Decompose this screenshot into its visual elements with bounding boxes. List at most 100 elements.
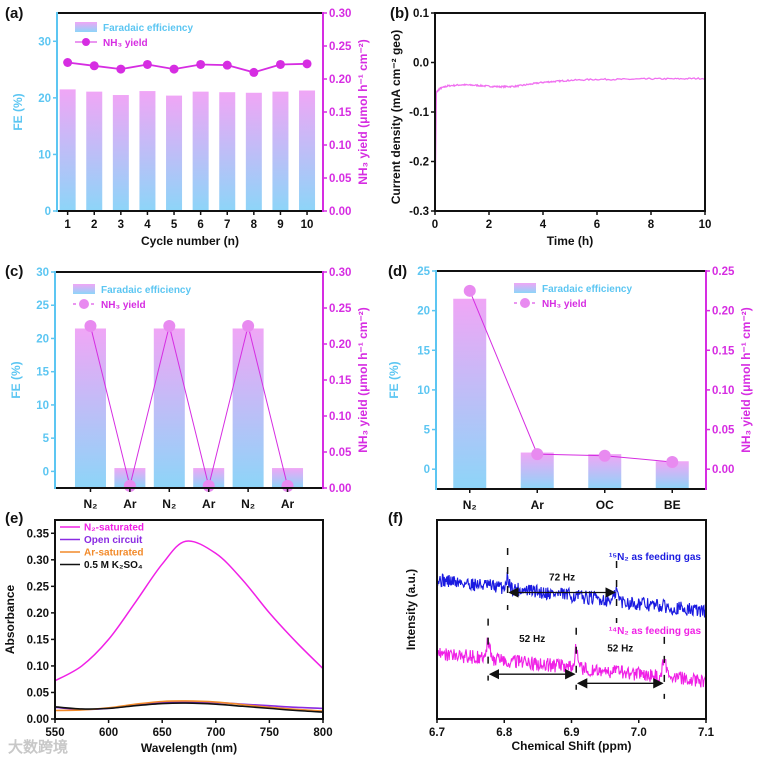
y-tick-label: 25 [417,266,430,278]
legend-label-fe: Faradaic efficiency [103,23,193,34]
legend-label-nh3: NH₃ yield [103,38,148,49]
x-axis-label: Wavelength (nm) [141,741,237,755]
nh3-yield-point [249,67,259,77]
y-axis-label-right: NH₃ yield (μmol h⁻¹ cm⁻²) [356,307,370,453]
y-tick-label: 0.15 [27,634,50,646]
x-tick-label: 6.8 [496,727,513,739]
y-tick-label: 0 [45,206,51,218]
nh3-yield-point [275,59,285,69]
x-tick-label: 6.7 [429,727,445,739]
legend: Faradaic efficiency NH₃ yield [75,22,193,49]
legend-swatch-fe [75,22,97,32]
y-tick-label: 0.20 [712,306,734,318]
y-axis-label-left: FE (%) [387,361,401,398]
fe-bar [114,468,146,488]
y-tick-label: 20 [417,306,430,318]
legend-label-fe: Faradaic efficiency [101,285,191,296]
x-tick-label: Ar [531,498,545,512]
x-tick-label: BE [664,498,681,512]
y-tick-label: 0.05 [329,447,352,459]
legend-label: N₂-saturated [84,523,144,534]
y-axis-label-right: NH₃ yield (μmol h⁻¹ cm⁻²) [739,307,753,453]
x-axis-label: Chemical Shift (ppm) [511,739,631,753]
x-tick-label: 10 [301,219,314,231]
y-tick-label: 0.10 [712,385,734,397]
y-axis-label-left: FE (%) [11,93,25,130]
nh3-yield-point [531,448,544,461]
legend: Faradaic efficiency NH₃ yield [514,283,632,310]
x-tick-label: 800 [313,727,332,739]
y-tick-label: -0.1 [409,107,429,119]
y-tick-label: 0.10 [329,411,351,423]
y-tick-label: 10 [36,400,49,412]
x-tick-label: 9 [277,219,283,231]
y-tick-label: 0.20 [27,608,49,620]
y-tick-label: 25 [36,300,49,312]
x-tick-label: 7 [224,219,230,231]
fe-bar [232,328,264,488]
y-tick-label: 0.25 [329,41,352,53]
legend-marker-nh3 [79,299,89,309]
plot-frame [436,519,707,720]
fe-bar [193,468,225,488]
fe-bar [139,91,156,211]
fe-bar [112,95,129,211]
coupling-label: 72 Hz [549,573,575,584]
fe-bar [153,328,185,488]
watermark: 大数跨境 [8,738,68,756]
nh3-yield-point [598,449,611,462]
y-tick-label: 20 [36,333,49,345]
nh3-yield-point [302,59,312,69]
plot-frame [434,12,706,212]
x-tick-label: 2 [91,219,97,231]
fe-bar [59,89,76,211]
nh3-yield-point [169,64,179,74]
x-tick-label: Ar [123,497,137,511]
fe-bar [219,92,236,211]
y-tick-label: 0.0 [413,58,429,70]
x-tick-label: 1 [64,219,71,231]
nh3-yield-point [63,58,73,67]
nh3-yield-point [116,64,126,74]
x-tick-label: 600 [99,727,118,739]
nh3-yield-point [89,61,99,71]
y-axis-label: Absorbance [3,585,17,655]
series-label: ¹⁵N₂ as feeding gas [609,552,701,563]
y-tick-label: 30 [38,36,51,48]
x-tick-label: 4 [144,219,151,231]
legend-marker-nh3 [520,298,530,308]
x-tick-label: 6 [197,219,203,231]
coupling-label: 52 Hz [519,634,545,645]
n14-spectrum [436,637,707,688]
y-axis-label-right: NH₃ yield (μmol h⁻¹ cm⁻²) [356,39,370,185]
y-tick-label: 0.15 [329,375,352,387]
panel-label: (d) [388,263,407,280]
y-tick-label: 0.05 [27,687,50,699]
x-tick-label: 10 [699,219,712,231]
k2so4-line [54,702,324,713]
fe-bar [453,298,487,489]
panel-label: (f) [388,510,403,527]
legend-swatch-fe [73,284,95,294]
nh3-yield-point [222,60,232,70]
fe-bar [245,92,262,211]
x-tick-label: 6 [594,219,600,231]
series-label: ¹⁴N₂ as feeding gas [609,626,702,637]
legend-label: 0.5 M K₂SO₄ [84,560,143,571]
y-tick-label: 0 [424,464,430,476]
nh3-yield-point [242,320,255,332]
legend-label-nh3: NH₃ yield [542,299,587,310]
x-tick-label: 4 [540,219,547,231]
y-tick-label: 15 [36,367,49,379]
y-tick-label: 0.35 [27,528,50,540]
y-tick-label: 0.25 [712,266,735,278]
y-tick-label: 0.00 [712,464,734,476]
y-tick-label: 10 [417,385,430,397]
y-tick-label: 0.25 [329,303,352,315]
x-tick-label: 8 [251,219,258,231]
y-tick-label: 0.10 [27,661,49,673]
x-tick-label: 6.9 [564,727,580,739]
panel-label: (c) [5,263,23,280]
y-tick-label: 5 [424,425,431,437]
